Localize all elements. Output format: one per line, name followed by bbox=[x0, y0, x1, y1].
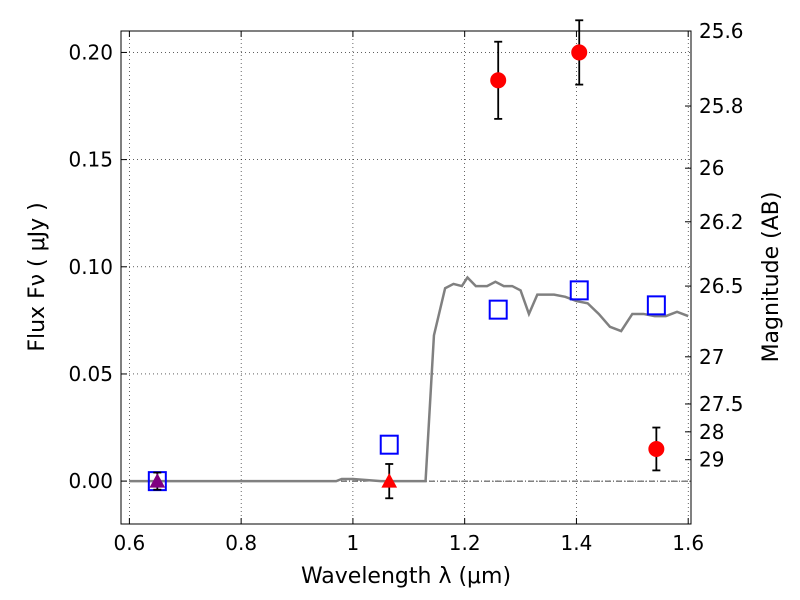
y2-tick-label: 29 bbox=[699, 448, 724, 472]
x-tick-label: 0.6 bbox=[113, 531, 145, 555]
sed-model-line bbox=[129, 275, 689, 483]
x-tick-label: 1.2 bbox=[449, 531, 481, 555]
y-tick-label: 0.20 bbox=[68, 40, 113, 64]
model-point-square bbox=[646, 295, 666, 316]
y2-tick-label: 25.8 bbox=[699, 94, 744, 118]
x-tick-label: 1 bbox=[347, 531, 360, 555]
y2-tick-label: 26.2 bbox=[699, 210, 744, 234]
y2-tick-label: 26.5 bbox=[699, 274, 744, 298]
observed-points bbox=[490, 19, 665, 472]
y-axis-label: Flux Fν ( μJy ) bbox=[25, 202, 50, 351]
x-ticks: 0.6 0.8 1 1.2 1.4 1.6 bbox=[113, 31, 704, 555]
observed-point bbox=[571, 44, 588, 61]
model-points bbox=[147, 280, 666, 492]
y2-tick-label: 26 bbox=[699, 156, 724, 180]
y2-axis-label: Magnitude (AB) bbox=[759, 192, 784, 363]
x-tick-label: 1.6 bbox=[672, 531, 704, 555]
x-axis-label: Wavelength λ (μm) bbox=[301, 564, 511, 589]
x-tick-label: 0.8 bbox=[225, 531, 257, 555]
y-tick-label: 0.00 bbox=[68, 469, 113, 493]
y2-tick-label: 27.5 bbox=[699, 392, 744, 416]
grid-lines bbox=[121, 31, 691, 524]
plot-frame bbox=[120, 30, 692, 525]
upper-limit-triangle bbox=[149, 473, 166, 488]
model-point-square bbox=[488, 299, 508, 320]
y-tick-label: 0.10 bbox=[68, 255, 113, 279]
y2-tick-label: 25.6 bbox=[699, 19, 744, 43]
y2-tick-label: 28 bbox=[699, 420, 724, 444]
x-tick-label: 1.4 bbox=[561, 531, 593, 555]
upper-limit-triangle bbox=[381, 473, 398, 488]
y-ticks: 0.00 0.05 0.10 0.15 0.20 bbox=[68, 40, 127, 493]
observed-point bbox=[648, 440, 665, 457]
model-point-square bbox=[569, 280, 589, 301]
y2-tick-label: 27 bbox=[699, 345, 724, 369]
y2-ticks: 25.6 25.8 26 26.2 26.5 27 27.5 28 29 bbox=[685, 19, 744, 472]
y-tick-label: 0.05 bbox=[68, 362, 113, 386]
y-tick-label: 0.15 bbox=[68, 148, 113, 172]
model-point-square bbox=[379, 434, 399, 455]
observed-point bbox=[490, 72, 507, 89]
upper-limit-points bbox=[149, 463, 398, 500]
